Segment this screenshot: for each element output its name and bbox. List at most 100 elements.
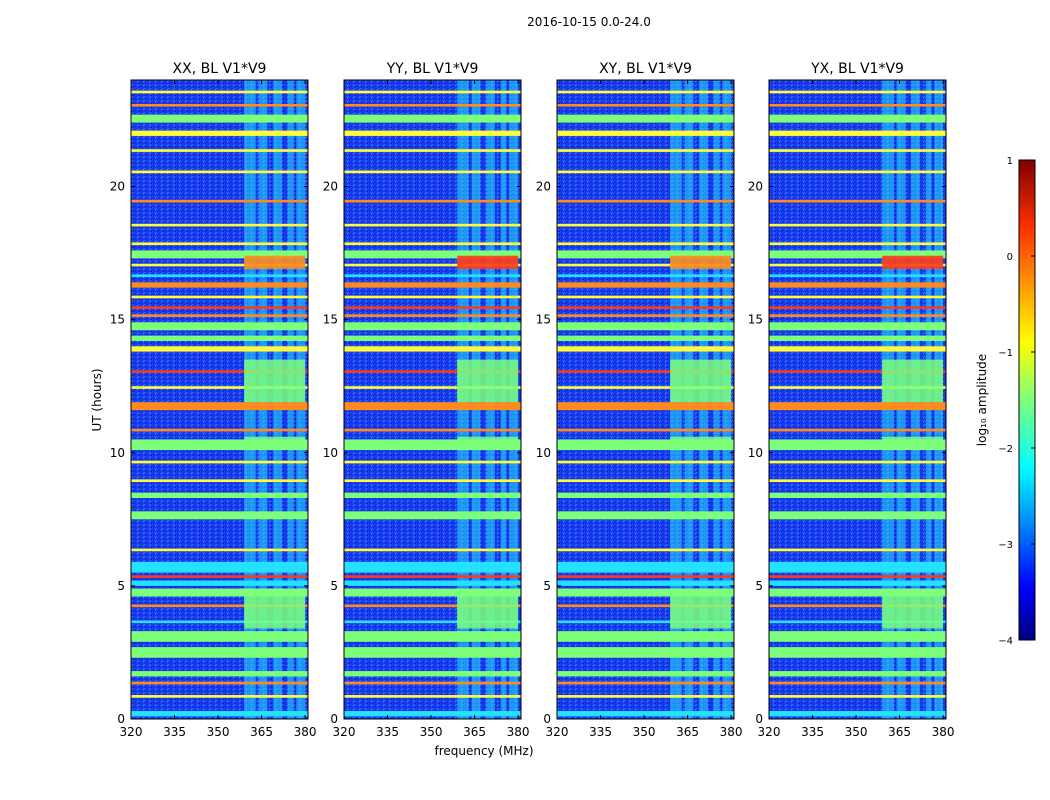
rfi-band-green xyxy=(344,647,521,658)
rfi-band-green xyxy=(557,631,734,642)
panel-title: YX, BL V1*V9 xyxy=(810,61,904,77)
rfi-band-green xyxy=(131,647,308,658)
rfi-band-green xyxy=(131,492,308,499)
rfi-band-red xyxy=(769,370,946,373)
rfi-band-cyan xyxy=(769,274,946,278)
x-tick-label: 350 xyxy=(420,725,443,739)
rfi-band-yellow xyxy=(131,242,308,246)
rfi-band-yellow xyxy=(769,460,946,464)
y-tick-label: 10 xyxy=(110,446,125,460)
rfi-band-yellow xyxy=(769,295,946,299)
rfi-band-orange xyxy=(131,199,308,203)
y-tick-label: 5 xyxy=(117,579,125,593)
y-tick-label: 20 xyxy=(323,180,338,194)
rfi-band-green xyxy=(557,322,734,331)
rfi-band-red xyxy=(344,370,521,373)
rfi-band-yellow xyxy=(344,548,521,552)
colorbar-tick-label: −2 xyxy=(998,444,1013,455)
rfi-band-yellow xyxy=(557,548,734,552)
rfi-band-yellow xyxy=(344,170,521,174)
rfi-band-green xyxy=(557,335,734,341)
y-tick-label: 20 xyxy=(110,180,125,194)
rfi-band-cyan xyxy=(344,620,521,624)
x-tick-label: 380 xyxy=(507,725,530,739)
rfi-band-green xyxy=(769,588,946,597)
figure-suptitle: 2016-10-15 0.0-24.0 xyxy=(527,15,651,29)
rfi-band-green xyxy=(557,511,734,520)
rfi-band-yellow xyxy=(557,223,734,227)
rfi-band-green xyxy=(344,439,521,451)
rfi-band-yellow xyxy=(769,170,946,174)
rfi-block xyxy=(244,359,306,403)
rfi-block xyxy=(882,436,944,451)
rfi-band-green xyxy=(131,631,308,642)
rfi-band-green xyxy=(344,250,521,259)
rfi-band-green xyxy=(557,492,734,499)
rfi-band-red xyxy=(769,575,946,578)
rfi-band-yellow xyxy=(769,130,946,136)
rfi-band-yellow xyxy=(344,295,521,299)
rfi-band-green xyxy=(769,322,946,331)
rfi-band-orange xyxy=(131,103,308,107)
rfi-band-green xyxy=(344,511,521,520)
rfi-band-yellow xyxy=(344,695,521,698)
rfi-band-yellow xyxy=(131,263,308,267)
panel-title: XY, BL V1*V9 xyxy=(599,61,692,77)
rfi-band-orange xyxy=(557,282,734,288)
rfi-band-yellow xyxy=(557,386,734,389)
colorbar: 1 0 −1 −2 −3 −4 log₁₀ amplitude xyxy=(975,156,1036,647)
colorbar-ticks: 1 0 −1 −2 −3 −4 xyxy=(998,156,1035,647)
rfi-block xyxy=(670,359,732,403)
rfi-band-orange xyxy=(131,681,308,685)
rfi-band-yellow xyxy=(769,90,946,94)
rfi-band-orange xyxy=(769,681,946,685)
y-tick-label: 10 xyxy=(748,446,763,460)
y-tick-label: 15 xyxy=(110,313,125,327)
rfi-band-cyan xyxy=(557,580,734,586)
rfi-band-green xyxy=(131,114,308,123)
rfi-band-green xyxy=(557,114,734,123)
rfi-band-green xyxy=(557,439,734,451)
hot-block xyxy=(244,255,306,270)
x-tick-label: 380 xyxy=(294,725,317,739)
panel-frame xyxy=(556,79,735,720)
x-tick-label: 365 xyxy=(463,725,486,739)
rfi-band-green xyxy=(131,322,308,331)
x-tick-label: 380 xyxy=(932,725,955,739)
rfi-band-green xyxy=(769,335,946,341)
rfi-band-orange xyxy=(769,199,946,203)
rfi-band-green xyxy=(344,588,521,597)
rfi-block xyxy=(670,436,732,451)
y-tick-label: 0 xyxy=(543,712,551,726)
rfi-band-green xyxy=(769,511,946,520)
rfi-band-yellow xyxy=(769,548,946,552)
rfi-band-yellow xyxy=(557,149,734,152)
rfi-band-yellow xyxy=(131,548,308,552)
rfi-band-green xyxy=(131,250,308,259)
panel-frame xyxy=(768,79,947,720)
rfi-band-yellow xyxy=(344,223,521,227)
rfi-band-cyan xyxy=(344,561,521,573)
y-tick-label: 0 xyxy=(117,712,125,726)
rfi-band-green xyxy=(557,647,734,658)
y-tick-label: 15 xyxy=(536,313,551,327)
rfi-band-green xyxy=(131,511,308,520)
rfi-band-green xyxy=(131,335,308,341)
x-axis-label: frequency (MHz) xyxy=(434,744,533,758)
y-tick-label: 5 xyxy=(330,579,338,593)
rfi-band-orange xyxy=(557,604,734,608)
rfi-band-yellow xyxy=(344,460,521,464)
rfi-band-yellow xyxy=(344,90,521,94)
colorbar-gradient xyxy=(1018,159,1036,641)
rfi-block xyxy=(457,436,519,451)
colorbar-tick-label: −4 xyxy=(998,636,1013,647)
y-tick-label: 5 xyxy=(755,579,763,593)
rfi-band-yellow xyxy=(557,170,734,174)
rfi-band-green xyxy=(769,439,946,451)
rfi-band-cyan xyxy=(131,620,308,624)
rfi-band-yellow xyxy=(131,130,308,136)
rfi-band-cyan xyxy=(769,711,946,717)
rfi-band-cyan xyxy=(344,580,521,586)
colorbar-tick-label: 1 xyxy=(1007,156,1013,167)
